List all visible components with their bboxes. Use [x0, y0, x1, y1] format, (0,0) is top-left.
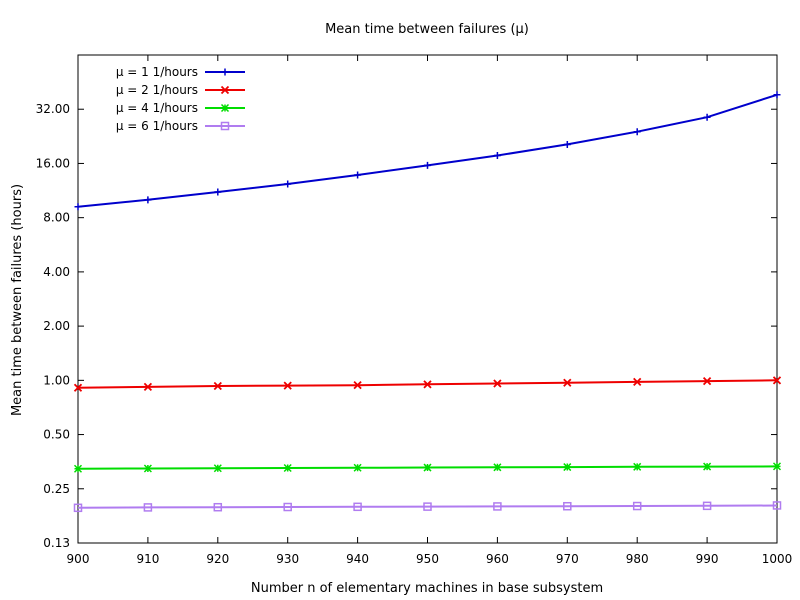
data-point: [703, 113, 711, 121]
series-1: [74, 91, 781, 211]
data-point: [73, 383, 83, 392]
x-tick-label: 970: [556, 552, 579, 566]
y-axis-label: Mean time between failures (hours): [10, 184, 25, 416]
data-point: [213, 381, 222, 391]
data-point: [74, 203, 82, 211]
data-point: [214, 188, 222, 196]
x-tick-label: 900: [67, 552, 90, 566]
series-3: [73, 462, 782, 473]
data-point: [423, 463, 432, 472]
data-point: [772, 462, 782, 471]
data-point: [283, 463, 292, 473]
data-point: [73, 464, 83, 473]
data-point: [772, 501, 782, 510]
data-point: [144, 196, 152, 204]
plot-area: 900 910 920 930 940 950 960 970 980 990 1000 0.13 0.…: [36, 54, 793, 566]
x-tick-label: 940: [346, 552, 369, 566]
data-point: [213, 464, 222, 473]
legend: μ = 1 1/hours μ = 2 1/hours μ = 4 1/hours μ…: [116, 65, 245, 133]
x-tick-label: 920: [206, 552, 229, 566]
legend-label: μ = 4 1/hours: [116, 101, 198, 115]
data-point: [633, 128, 641, 136]
data-point: [213, 502, 223, 512]
data-point: [493, 379, 502, 388]
data-point: [633, 377, 642, 387]
data-point: [354, 171, 362, 179]
data-point: [702, 501, 712, 511]
data-point: [283, 381, 292, 390]
data-point: [703, 462, 712, 471]
data-point: [220, 85, 230, 95]
data-point: [353, 463, 362, 472]
x-tick-label: 930: [276, 552, 299, 566]
y-tick-label: 0.50: [43, 428, 70, 442]
data-point: [353, 381, 362, 390]
data-point: [284, 180, 292, 188]
y-tick-label: 0.25: [43, 482, 70, 496]
x-tick-label: 990: [696, 552, 719, 566]
data-point: [423, 502, 432, 511]
x-tick-label: 910: [136, 552, 159, 566]
series-2: [73, 376, 782, 392]
legend-label: μ = 2 1/hours: [116, 83, 198, 97]
data-point: [702, 376, 712, 386]
series-line: [77, 504, 778, 509]
x-tick-label: 960: [486, 552, 509, 566]
x-tick-label: 980: [626, 552, 649, 566]
y-tick-label: 2.00: [43, 319, 70, 333]
legend-label: μ = 1 1/hours: [116, 65, 198, 79]
data-point: [563, 140, 571, 148]
data-point: [493, 502, 502, 511]
data-point: [220, 103, 230, 113]
data-point: [283, 502, 292, 512]
data-point: [143, 503, 153, 512]
data-point: [143, 382, 153, 391]
chart-title: Mean time between failures (μ): [325, 22, 529, 37]
data-point: [493, 463, 502, 472]
data-point: [220, 121, 230, 131]
data-point: [221, 68, 229, 76]
data-point: [73, 503, 83, 513]
data-point: [424, 161, 431, 169]
x-tick-label: 950: [416, 552, 439, 566]
data-point: [563, 501, 572, 511]
data-point: [423, 380, 432, 389]
y-tick-label: 32.00: [36, 102, 70, 116]
data-point: [772, 376, 782, 385]
y-tick-label: 0.13: [43, 536, 70, 550]
data-point: [773, 91, 781, 99]
data-point: [632, 501, 642, 511]
y-tick-label: 4.00: [43, 265, 70, 279]
y-tick-label: 8.00: [43, 211, 70, 225]
data-point: [563, 378, 572, 387]
data-point: [563, 463, 572, 472]
y-tick-label: 1.00: [43, 373, 70, 387]
data-point: [633, 462, 642, 471]
data-point: [353, 502, 362, 512]
data-point: [493, 152, 501, 160]
x-tick-label: 1000: [762, 552, 793, 566]
data-point: [143, 464, 152, 473]
y-tick-label: 16.00: [36, 156, 70, 170]
x-axis-label: Number n of elementary machines in base …: [251, 581, 603, 596]
series-4: [73, 501, 782, 513]
legend-label: μ = 6 1/hours: [116, 119, 198, 133]
